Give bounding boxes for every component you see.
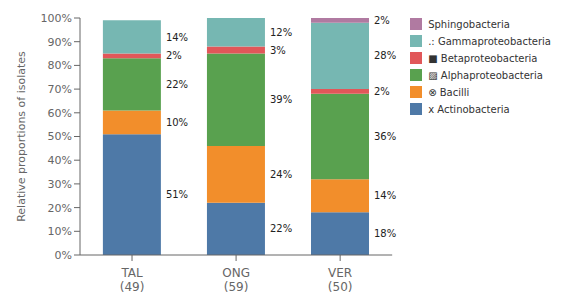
svg-text:18%: 18% bbox=[374, 228, 396, 239]
svg-text:20%: 20% bbox=[48, 202, 72, 215]
svg-text:36%: 36% bbox=[374, 131, 396, 142]
html-text:Sphingobacteria: Sphingobacteria bbox=[428, 18, 510, 30]
svg-text:2%: 2% bbox=[374, 86, 390, 97]
svg-text:60%: 60% bbox=[48, 107, 72, 120]
svg-text:70%: 70% bbox=[48, 83, 72, 96]
svg-text:ONG(59): ONG(59) bbox=[222, 266, 250, 294]
svg-text:24%: 24% bbox=[270, 169, 292, 180]
svg-text:10%: 10% bbox=[166, 117, 188, 128]
svg-text:Relative proportions of isolat: Relative proportions of isolates bbox=[15, 51, 28, 222]
html-text:.: Gammaproteobacteria: .: Gammaproteobacteria bbox=[428, 35, 551, 47]
svg-text:0%: 0% bbox=[55, 249, 72, 262]
svg-text:2%: 2% bbox=[374, 15, 390, 26]
svg-text:50%: 50% bbox=[48, 130, 72, 143]
svg-text:TAL(49): TAL(49) bbox=[120, 266, 145, 294]
svg-text:90%: 90% bbox=[48, 36, 72, 49]
svg-text:10%: 10% bbox=[48, 225, 72, 238]
svg-text:30%: 30% bbox=[48, 178, 72, 191]
svg-text:28%: 28% bbox=[374, 50, 396, 61]
html-text:⊗ Bacilli: ⊗ Bacilli bbox=[428, 86, 470, 98]
svg-text:2%: 2% bbox=[166, 50, 182, 61]
svg-text:22%: 22% bbox=[166, 79, 188, 90]
html-text:x Actinobacteria: x Actinobacteria bbox=[428, 103, 510, 115]
svg-text:3%: 3% bbox=[270, 45, 286, 56]
html-text:▨ Alphaproteobacteria: ▨ Alphaproteobacteria bbox=[428, 69, 543, 81]
svg-text:VER(50): VER(50) bbox=[328, 266, 353, 294]
svg-text:22%: 22% bbox=[270, 223, 292, 234]
svg-text:80%: 80% bbox=[48, 59, 72, 72]
svg-text:14%: 14% bbox=[374, 190, 396, 201]
svg-text:51%: 51% bbox=[166, 189, 188, 200]
svg-text:14%: 14% bbox=[166, 32, 188, 43]
svg-text:39%: 39% bbox=[270, 94, 292, 105]
svg-text:12%: 12% bbox=[270, 27, 292, 38]
svg-text:40%: 40% bbox=[48, 154, 72, 167]
svg-text:100%: 100% bbox=[41, 12, 72, 25]
html-text:■ Betaproteobacteria: ■ Betaproteobacteria bbox=[428, 52, 538, 64]
